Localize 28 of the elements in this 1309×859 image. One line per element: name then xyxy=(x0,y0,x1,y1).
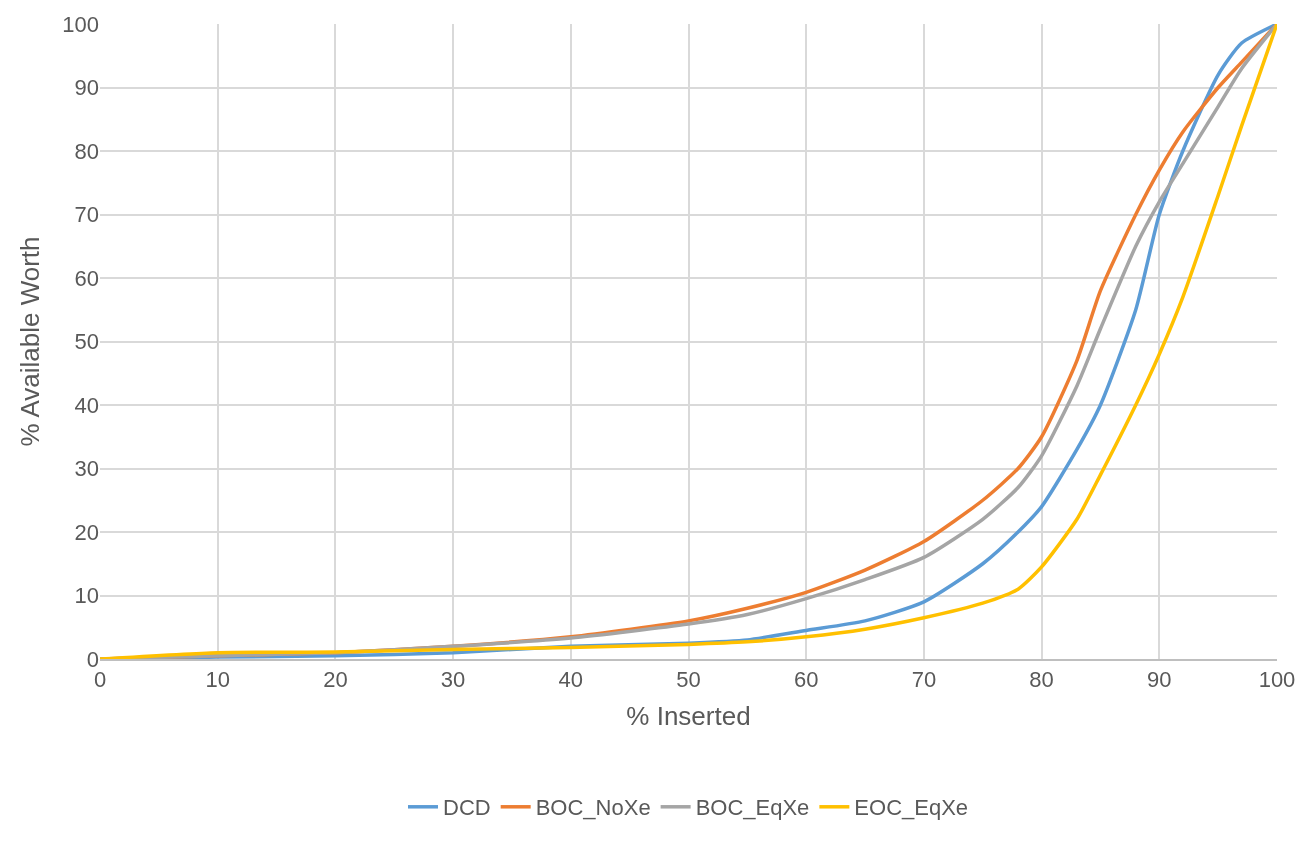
y-tick-label: 20 xyxy=(74,519,99,545)
y-tick-label: 90 xyxy=(74,75,99,101)
x-tick-label: 40 xyxy=(558,667,584,693)
x-tick-label: 100 xyxy=(1258,667,1296,693)
y-tick-label: 100 xyxy=(62,11,99,37)
y-tick-label: 80 xyxy=(74,138,99,164)
y-axis-title: % Available Worth xyxy=(14,236,45,447)
x-tick-label: 30 xyxy=(440,667,466,693)
x-tick-label: 50 xyxy=(676,667,701,693)
x-tick-label: 80 xyxy=(1029,667,1054,693)
y-tick-label: 10 xyxy=(74,583,99,609)
x-tick-label: 60 xyxy=(793,667,819,693)
x-tick-label: 10 xyxy=(205,667,230,693)
y-tick-label: 70 xyxy=(74,202,99,228)
legend-label: EOC_EqXe xyxy=(854,795,969,821)
legend-label: DCD xyxy=(443,795,491,821)
legend-label: BOC_EqXe xyxy=(695,795,810,821)
line-series xyxy=(100,24,1277,659)
x-tick-label: 20 xyxy=(323,667,348,693)
legend-label: BOC_NoXe xyxy=(535,795,651,821)
y-tick-label: 60 xyxy=(74,265,99,291)
y-tick-label: 0 xyxy=(86,646,99,672)
x-tick-label: 90 xyxy=(1147,667,1172,693)
x-tick-label: 70 xyxy=(911,667,937,693)
y-tick-label: 50 xyxy=(74,329,99,355)
x-axis-title: % Inserted xyxy=(626,700,751,731)
y-tick-label: 30 xyxy=(74,456,99,482)
y-tick-label: 40 xyxy=(74,392,99,418)
